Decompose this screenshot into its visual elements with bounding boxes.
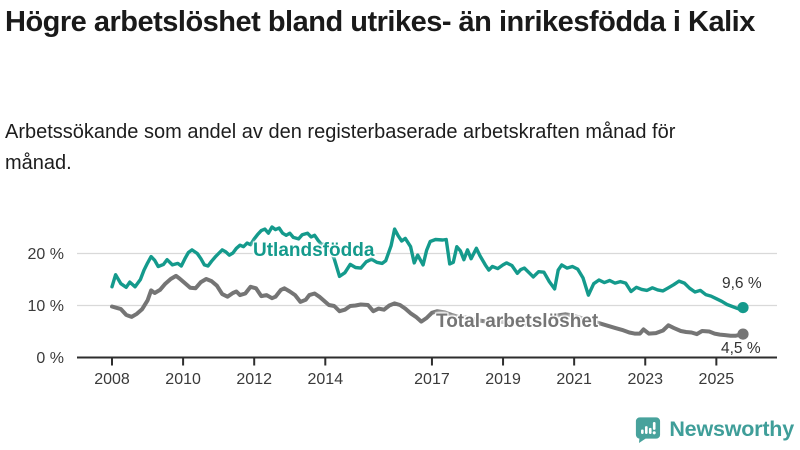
chart-subtitle: Arbetssökande som andel av den registerb… <box>5 121 676 174</box>
x-tick-label: 2025 <box>699 371 735 388</box>
bar-1 <box>641 429 644 434</box>
x-tick-label: 2012 <box>236 371 272 388</box>
newsworthy-logo-icon <box>636 416 661 443</box>
speech-bubble-shape <box>636 416 661 443</box>
series-end-dot-utlandsfodda <box>737 302 749 314</box>
x-tick-label: 2019 <box>485 371 521 388</box>
y-tick-label: 0 % <box>36 350 64 367</box>
end-value-utlandsfodda: 9,6 % <box>722 275 762 292</box>
end-value-total: 4,5 % <box>721 340 761 357</box>
chart-title: Högre arbetslöshet bland utrikes- än inr… <box>5 6 755 38</box>
exclamation-dot <box>653 430 657 434</box>
series-line-total <box>110 273 745 338</box>
series-line-utlandsfodda <box>110 225 745 311</box>
bar-3 <box>649 427 652 434</box>
x-tick-label: 2008 <box>94 371 130 388</box>
x-tick-label: 2021 <box>556 371 592 388</box>
bar-2 <box>645 425 648 434</box>
series-label-utlandsfodda: Utlandsfödda <box>253 240 375 261</box>
x-tick-label: 2010 <box>165 371 201 388</box>
y-tick-label: 10 % <box>28 298 64 315</box>
newsworthy-logo: Newsworthy <box>633 413 794 445</box>
series-label-total-arbetsloshet: Total arbetslöshet <box>436 311 599 332</box>
newsworthy-logo-text: Newsworthy <box>669 416 794 441</box>
x-tick-label: 2014 <box>308 371 344 388</box>
y-tick-label: 20 % <box>28 246 64 263</box>
exclamation-bar <box>653 421 656 430</box>
x-tick-label: 2023 <box>627 371 663 388</box>
x-tick-label: 2017 <box>414 371 450 388</box>
series-end-dot-total <box>737 328 749 340</box>
